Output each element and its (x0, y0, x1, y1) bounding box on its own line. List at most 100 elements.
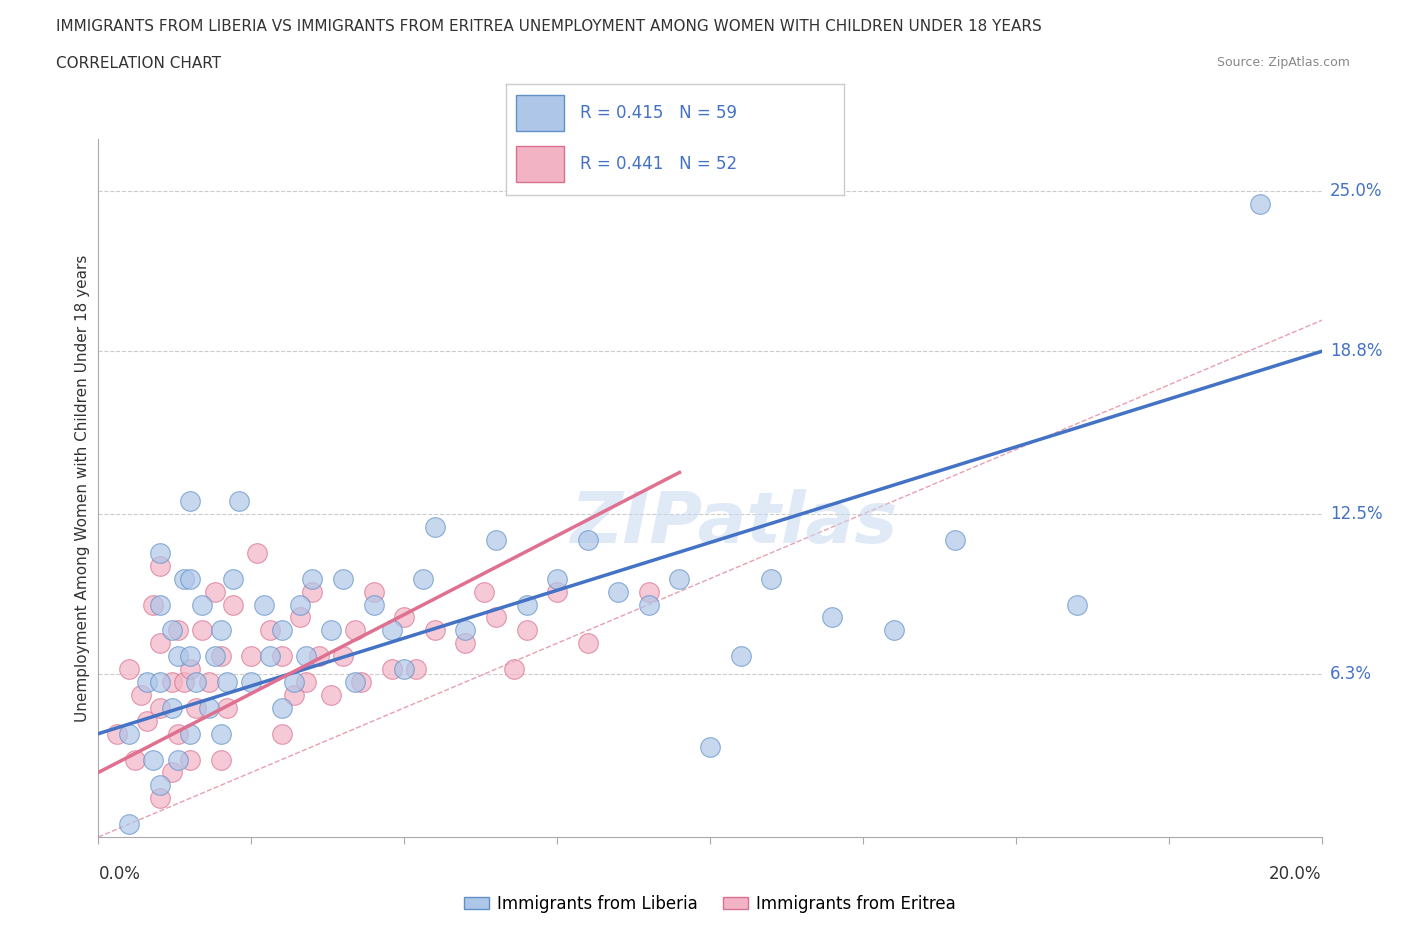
Point (186, 674, 208, 689)
Point (160, 765, 183, 780)
Point (1066, 597, 1088, 612)
Point (472, 584, 495, 599)
Point (381, 661, 404, 676)
Point (283, 687, 305, 702)
Text: R = 0.415   N = 59: R = 0.415 N = 59 (581, 104, 737, 122)
Point (821, 610, 844, 625)
Point (191, 623, 214, 638)
Point (105, 726, 128, 741)
Point (160, 700, 183, 715)
Point (485, 533, 508, 548)
Point (883, 623, 905, 638)
Point (179, 649, 201, 664)
Point (295, 674, 318, 689)
Point (405, 661, 427, 676)
Text: 25.0%: 25.0% (1330, 182, 1382, 200)
Point (191, 597, 214, 612)
Point (637, 597, 661, 612)
Point (197, 700, 219, 715)
Point (607, 584, 630, 599)
Point (142, 597, 165, 612)
Point (173, 674, 195, 689)
Point (270, 726, 292, 741)
Point (204, 584, 226, 599)
Point (301, 584, 323, 599)
Point (118, 817, 141, 831)
Text: Source: ZipAtlas.com: Source: ZipAtlas.com (1216, 56, 1350, 69)
FancyBboxPatch shape (516, 95, 564, 130)
Point (344, 674, 367, 689)
Point (332, 571, 354, 586)
Point (160, 623, 183, 638)
Point (149, 597, 172, 612)
Point (167, 726, 190, 741)
Point (332, 649, 354, 664)
Point (454, 636, 477, 651)
Point (149, 558, 172, 573)
Point (270, 623, 292, 638)
Point (259, 649, 281, 664)
Point (308, 649, 330, 664)
Point (197, 674, 219, 689)
Point (668, 571, 690, 586)
Point (149, 545, 172, 560)
Point (283, 674, 305, 689)
Point (167, 649, 190, 664)
Point (142, 752, 165, 767)
FancyBboxPatch shape (516, 146, 564, 182)
Point (252, 597, 274, 612)
Point (363, 597, 385, 612)
Point (209, 752, 232, 767)
Point (149, 674, 172, 689)
Point (167, 623, 190, 638)
Point (350, 674, 373, 689)
Point (246, 545, 269, 560)
Point (392, 610, 416, 625)
Point (149, 700, 172, 715)
Point (454, 623, 477, 638)
Point (240, 674, 263, 689)
Point (637, 584, 661, 599)
Point (730, 649, 752, 664)
Point (149, 777, 172, 792)
Point (186, 700, 208, 715)
Point (118, 661, 141, 676)
Point (160, 674, 183, 689)
Point (179, 494, 201, 509)
Text: IMMIGRANTS FROM LIBERIA VS IMMIGRANTS FROM ERITREA UNEMPLOYMENT AMONG WOMEN WITH: IMMIGRANTS FROM LIBERIA VS IMMIGRANTS FR… (56, 19, 1042, 33)
Text: 6.3%: 6.3% (1330, 665, 1372, 684)
Point (209, 649, 232, 664)
Text: 0.0%: 0.0% (98, 865, 141, 883)
Point (546, 584, 568, 599)
Y-axis label: Unemployment Among Women with Children Under 18 years: Unemployment Among Women with Children U… (75, 255, 90, 722)
Point (546, 571, 568, 586)
Point (381, 623, 404, 638)
Text: R = 0.441   N = 52: R = 0.441 N = 52 (581, 155, 738, 173)
Point (118, 726, 141, 741)
Point (129, 687, 152, 702)
Point (270, 649, 292, 664)
Point (344, 623, 367, 638)
Point (173, 571, 195, 586)
Point (759, 571, 782, 586)
Point (222, 597, 245, 612)
Point (204, 649, 226, 664)
Point (295, 649, 318, 664)
Point (124, 752, 146, 767)
Point (516, 623, 538, 638)
Point (319, 687, 342, 702)
Point (1249, 196, 1271, 211)
Point (259, 623, 281, 638)
Point (179, 726, 201, 741)
Point (290, 597, 312, 612)
Point (943, 533, 966, 548)
Text: 18.8%: 18.8% (1330, 342, 1382, 360)
Point (423, 623, 446, 638)
Point (222, 571, 245, 586)
Point (136, 674, 159, 689)
Point (290, 610, 312, 625)
Text: 12.5%: 12.5% (1330, 505, 1382, 523)
Text: ZIPatlas: ZIPatlas (571, 488, 898, 558)
Point (149, 636, 172, 651)
Point (167, 752, 190, 767)
